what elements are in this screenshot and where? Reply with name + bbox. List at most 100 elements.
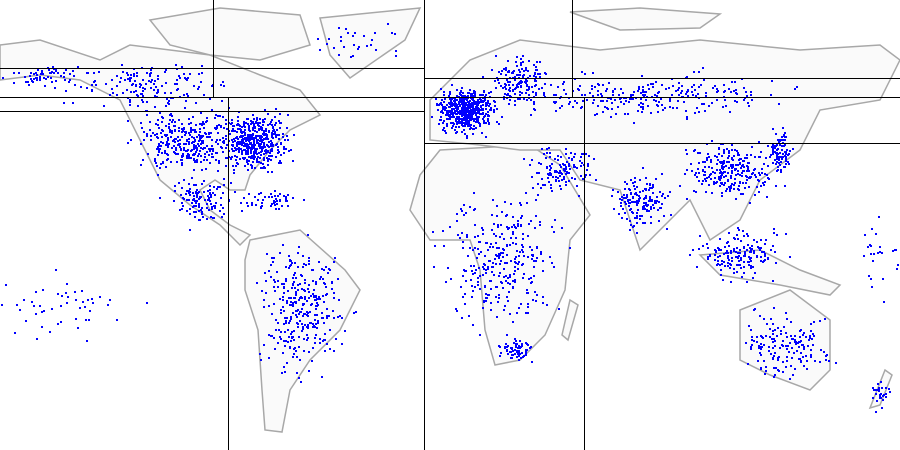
station-dot — [268, 196, 270, 198]
station-dot — [581, 153, 583, 155]
station-dot — [612, 91, 614, 93]
station-dot — [459, 105, 461, 107]
station-dot — [738, 252, 740, 254]
station-dot — [644, 94, 646, 96]
station-dot — [474, 272, 476, 274]
station-dot — [875, 411, 877, 413]
station-dot — [260, 206, 262, 208]
landmasses — [0, 7, 900, 433]
station-dot — [156, 133, 158, 135]
station-dot — [335, 338, 337, 340]
station-dot — [759, 346, 761, 348]
station-dot — [761, 172, 763, 174]
station-dot — [569, 101, 571, 103]
station-dot — [485, 94, 487, 96]
station-dot — [39, 305, 41, 307]
station-dot — [158, 127, 160, 129]
station-dot — [281, 205, 283, 207]
station-dot — [772, 153, 774, 155]
station-dot — [698, 172, 700, 174]
station-dot — [311, 269, 313, 271]
station-dot — [536, 172, 538, 174]
station-dot — [735, 198, 737, 200]
station-dot — [530, 277, 532, 279]
station-dot — [341, 343, 343, 345]
station-dot — [730, 91, 732, 93]
station-dot — [265, 280, 267, 282]
station-dot — [684, 173, 686, 175]
station-dot — [293, 134, 295, 136]
station-dot — [720, 274, 722, 276]
station-dot — [669, 106, 671, 108]
station-dot — [236, 145, 238, 147]
station-dot — [813, 321, 815, 323]
station-dot — [290, 304, 292, 306]
station-dot — [563, 168, 565, 170]
station-dot — [463, 204, 465, 206]
station-dot — [251, 134, 253, 136]
station-dot — [195, 211, 197, 213]
station-dot — [260, 135, 262, 137]
station-dot — [306, 334, 308, 336]
station-dot — [305, 264, 307, 266]
station-dot — [765, 157, 767, 159]
station-dot — [248, 146, 250, 148]
station-dot — [541, 178, 543, 180]
station-dot — [737, 173, 739, 175]
station-dot — [146, 133, 148, 135]
station-dot — [195, 205, 197, 207]
station-dot — [309, 311, 311, 313]
station-dot — [268, 146, 270, 148]
station-dot — [754, 156, 756, 158]
station-dot — [43, 77, 45, 79]
station-dot — [495, 263, 497, 265]
station-dot — [256, 117, 258, 119]
station-dot — [647, 204, 649, 206]
station-dot — [697, 152, 699, 154]
station-dot — [189, 194, 191, 196]
station-dot — [897, 264, 899, 266]
station-dot — [502, 256, 504, 258]
station-dot — [217, 132, 219, 134]
station-dot — [324, 339, 326, 341]
station-dot — [671, 94, 673, 96]
station-dot — [529, 75, 531, 77]
station-dot — [283, 287, 285, 289]
station-dot — [809, 337, 811, 339]
station-dot — [626, 218, 628, 220]
station-dot — [552, 176, 554, 178]
station-dot — [280, 309, 282, 311]
station-dot — [253, 141, 255, 143]
station-dot — [290, 340, 292, 342]
station-dot — [287, 329, 289, 331]
station-dot — [211, 85, 213, 87]
station-dot — [333, 261, 335, 263]
station-dot — [451, 127, 453, 129]
station-dot — [717, 260, 719, 262]
station-dot — [250, 137, 252, 139]
station-dot — [177, 136, 179, 138]
station-dot — [239, 158, 241, 160]
station-dot — [504, 93, 506, 95]
station-dot — [188, 138, 190, 140]
station-dot — [160, 141, 162, 143]
station-dot — [315, 334, 317, 336]
station-dot — [750, 257, 752, 259]
station-dot — [507, 345, 509, 347]
station-dot — [357, 48, 359, 50]
station-dot — [521, 249, 523, 251]
station-dot — [155, 123, 157, 125]
station-dot — [771, 338, 773, 340]
station-dot — [35, 77, 37, 79]
station-dot — [462, 108, 464, 110]
station-dot — [285, 340, 287, 342]
station-dot — [728, 167, 730, 169]
station-dot — [522, 61, 524, 63]
station-dot — [722, 279, 724, 281]
station-dot — [19, 309, 21, 311]
station-dot — [183, 149, 185, 151]
station-dot — [462, 247, 464, 249]
station-dot — [268, 305, 270, 307]
station-dot — [134, 80, 136, 82]
station-dot — [462, 92, 464, 94]
